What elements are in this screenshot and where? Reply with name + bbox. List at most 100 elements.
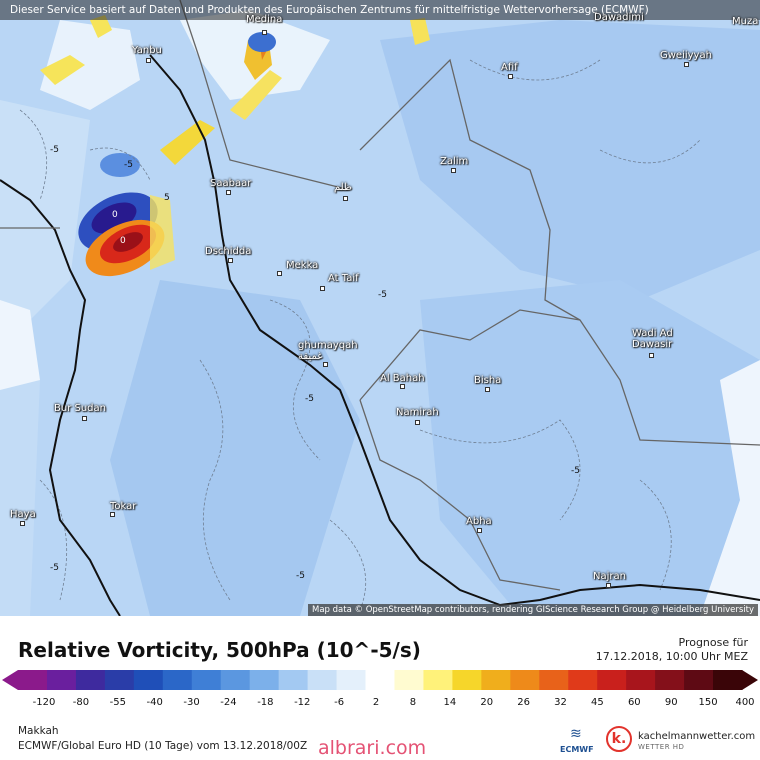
- colorbar-max-arrow: [742, 670, 758, 690]
- colorbar-tick-label: -24: [220, 697, 237, 708]
- colorbar-swatch: [191, 670, 222, 690]
- city-marker: [343, 196, 348, 201]
- model-info: ECMWF/Global Euro HD (10 Tage) vom 13.12…: [18, 740, 308, 752]
- weather-map: Dieser Service basiert auf Daten und Pro…: [0, 0, 760, 616]
- colorbar-tick-label: 2: [372, 697, 380, 708]
- provider-name-link[interactable]: kachelmannwetter.com: [638, 731, 756, 742]
- field-patch: [110, 280, 360, 616]
- city-marker: [485, 387, 490, 392]
- colorbar-tick-label: -6: [334, 697, 345, 708]
- city-marker: [649, 353, 654, 358]
- field-patch: [420, 280, 760, 616]
- contour-label: -5: [50, 563, 59, 573]
- colorbar-tick-label: -18: [257, 697, 274, 708]
- city-label-arabic: ظلم: [334, 182, 352, 193]
- colorbar-tick-label: -120: [32, 697, 56, 708]
- colorbar-swatch: [18, 670, 48, 690]
- colorbar-swatch: [365, 670, 395, 690]
- contour-label: 5: [164, 193, 170, 203]
- colorbar-tick-label: -30: [183, 697, 200, 708]
- colorbar-swatch: [394, 670, 424, 690]
- kachelmann-logo-icon[interactable]: k.: [606, 726, 632, 752]
- city-marker: [400, 384, 405, 389]
- city-label-at-taif: At Taif: [328, 273, 359, 284]
- city-label-haya: Haya: [10, 509, 36, 520]
- city-label-mekka: Mekka: [286, 260, 319, 271]
- field-patch: [0, 100, 90, 330]
- city-label-medina: Medina: [246, 14, 283, 25]
- service-note: Dieser Service basiert auf Daten und Pro…: [0, 0, 760, 20]
- negative-vorticity-blob: [100, 153, 140, 177]
- colorbar-tick-label: -12: [294, 697, 311, 708]
- colorbar-swatch: [452, 670, 482, 690]
- colorbar-swatch: [220, 670, 251, 690]
- colorbar-tick-label: 400: [735, 697, 755, 708]
- colorbar-swatch: [104, 670, 135, 690]
- city-label-dawadimi: Dawadimi: [594, 12, 644, 23]
- city-label-dschidda: Dschidda: [205, 246, 252, 257]
- contour-label: 0: [120, 236, 126, 246]
- colorbar-tick-label: -55: [109, 697, 126, 708]
- city-marker: [323, 362, 328, 367]
- colorbar-swatch: [539, 670, 569, 690]
- city-marker: [477, 528, 482, 533]
- city-label-najran: Najran: [593, 571, 626, 582]
- provider-subtitle: WETTER HD: [638, 743, 685, 751]
- colorbar-tick-label: -80: [72, 697, 90, 708]
- colorbar-swatch: [684, 670, 714, 690]
- colorbar: [2, 670, 758, 690]
- colorbar-swatch: [162, 670, 193, 690]
- map-attribution: Map data © OpenStreetMap contributors, r…: [308, 604, 758, 616]
- near-zero-band: [40, 20, 140, 110]
- colorbar-swatch: [46, 670, 77, 690]
- city-label-namirah: Namirah: [396, 407, 439, 418]
- negative-vorticity-blob: [248, 32, 276, 52]
- map-canvas: [0, 0, 760, 616]
- city-marker: [277, 271, 282, 276]
- city-label-zalim: Zalim: [440, 156, 469, 167]
- watermark: albrari.com: [318, 737, 427, 759]
- colorbar-swatch: [336, 670, 367, 690]
- colorbar-tick-label: 20: [480, 697, 494, 708]
- city-marker: [451, 168, 456, 173]
- colorbar-swatch: [597, 670, 627, 690]
- colorbar-swatch: [133, 670, 164, 690]
- coastline: [0, 54, 760, 616]
- field-patch: [0, 360, 40, 616]
- city-label-yanbu: Yanbu: [132, 45, 162, 56]
- field-patch: [380, 20, 760, 300]
- colorbar-tick-label: 32: [554, 697, 567, 708]
- colorbar-tick-label: 60: [627, 697, 641, 708]
- colorbar-tick-label: 8: [409, 697, 417, 708]
- ecmwf-logo-label: ECMWF: [560, 745, 594, 754]
- near-zero-band: [0, 300, 40, 390]
- city-marker: [226, 190, 231, 195]
- near-zero-band: [700, 360, 760, 616]
- contour-label: -5: [305, 394, 314, 404]
- contour-label: -5: [378, 290, 387, 300]
- positive-vorticity-streak: [90, 15, 112, 38]
- positive-vorticity-streak: [410, 18, 430, 45]
- city-label-ghumayqah: ghumayqah غميقة: [298, 340, 358, 362]
- city-label-afif: Afif: [501, 62, 518, 73]
- colorbar-tick-label: 26: [517, 697, 530, 708]
- colorbar-swatch: [568, 670, 598, 690]
- city-label-al-bahah: Al Bahah: [380, 373, 425, 384]
- city-label-muza: Muza: [732, 16, 759, 27]
- positive-vorticity-streak: [230, 70, 282, 120]
- colorbar-swatch: [510, 670, 540, 690]
- colorbar-tick-label: 14: [443, 697, 457, 708]
- colorbar-swatch: [481, 670, 511, 690]
- city-marker: [228, 258, 233, 263]
- colorbar-swatch: [249, 670, 280, 690]
- city-marker: [82, 416, 87, 421]
- contour-label: -5: [124, 160, 133, 170]
- colorbar-tick-label: 90: [664, 697, 678, 708]
- city-marker: [606, 583, 611, 588]
- city-marker: [415, 420, 420, 425]
- colorbar-swatch: [713, 670, 743, 690]
- colorbar-swatch: [75, 670, 106, 690]
- city-marker: [508, 74, 513, 79]
- city-marker: [684, 62, 689, 67]
- ecmwf-logo-icon: ≋: [570, 726, 582, 742]
